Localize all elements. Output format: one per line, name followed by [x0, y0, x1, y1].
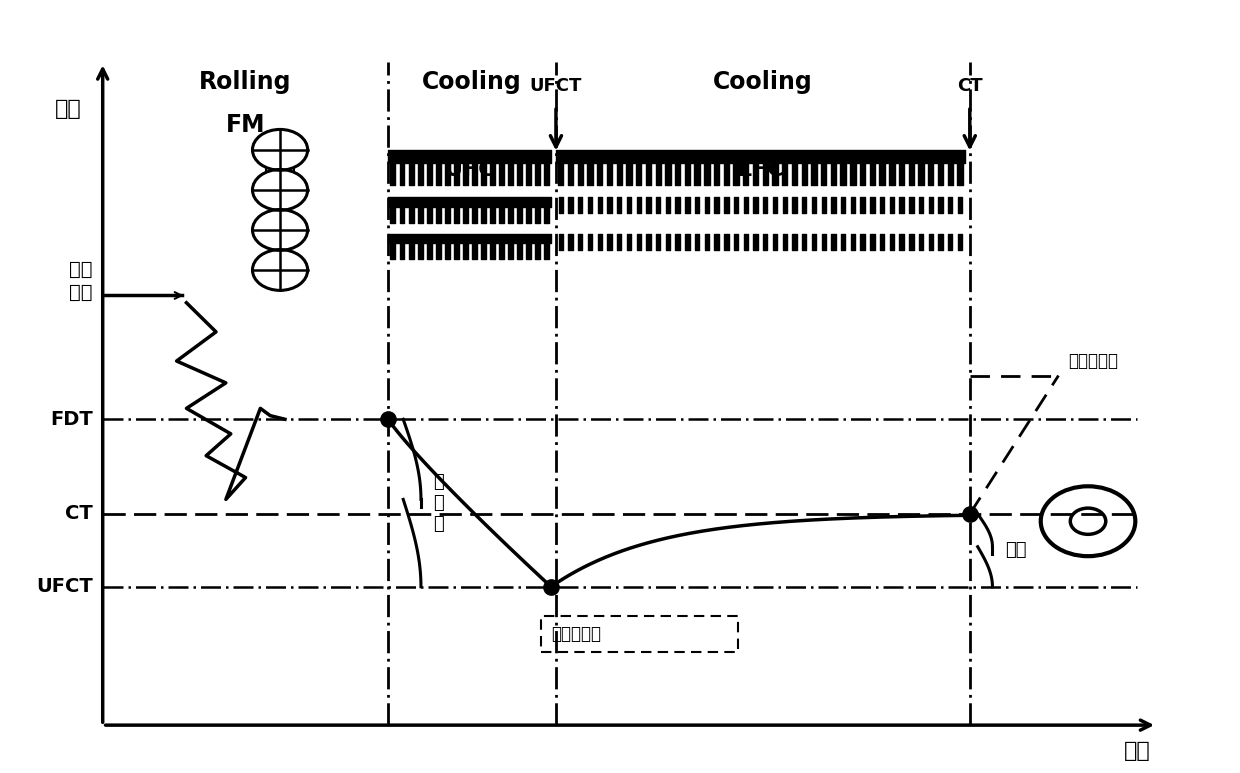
Text: Cooling: Cooling	[713, 70, 812, 94]
Text: 时間: 时間	[1123, 741, 1151, 761]
Text: 返红: 返红	[1006, 541, 1027, 560]
Text: 温度: 温度	[55, 99, 82, 119]
Text: CT: CT	[64, 505, 93, 523]
Text: 超快冷出口: 超快冷出口	[551, 625, 601, 643]
Text: UFCT: UFCT	[36, 577, 93, 596]
Text: CT: CT	[957, 77, 982, 95]
Text: 加热
温度: 加热 温度	[69, 260, 93, 302]
Text: UFCT: UFCT	[529, 77, 582, 95]
Text: Cooling: Cooling	[423, 70, 522, 94]
Text: FDT: FDT	[50, 410, 93, 429]
Text: Rolling: Rolling	[200, 70, 291, 94]
Text: 卷取机入口: 卷取机入口	[1069, 352, 1118, 369]
Text: FM: FM	[226, 114, 265, 138]
Text: 大
冷
速: 大 冷 速	[433, 473, 444, 533]
Text: UFC: UFC	[445, 160, 495, 180]
Text: LFC: LFC	[738, 160, 784, 180]
